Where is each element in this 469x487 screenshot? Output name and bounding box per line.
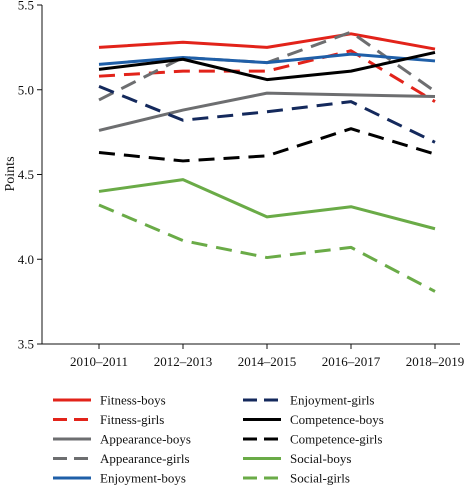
series-line-competence-girls [98,127,436,163]
x-tick-label: 2018–2019 [406,354,465,369]
x-tick-label: 2012–2013 [154,354,213,369]
x-axis-ticks: 2010–2011 2012–2013 2014–2015 2016–2017 2018… [70,344,464,369]
y-tick-label: 4.0 [18,252,34,267]
legend-label: Appearance-boys [100,432,191,447]
x-tick-label: 2014–2015 [238,354,297,369]
series-line-fitness-boys [98,32,436,51]
series-line-competence-boys [98,50,436,82]
legend-label: Enjoyment-girls [290,393,375,408]
series-line-appearance-boys [98,91,436,132]
x-tick-label: 2016–2017 [322,354,381,369]
y-tick-label: 4.5 [18,167,34,182]
series-line-social-boys [98,178,436,231]
legend-label: Appearance-girls [100,451,190,466]
legend-label: Fitness-boys [100,393,166,408]
series-line-enjoyment-girls [98,84,436,144]
series-line-social-girls [98,203,436,293]
chart-axes [41,5,460,345]
series-line-appearance-girls [98,30,436,102]
y-tick-label: 5.0 [18,82,34,97]
series-lines [98,30,436,293]
y-tick-label: 5.5 [18,0,34,13]
chart-legend: Fitness-boys Fitness-girls Appearance-boys… [53,393,384,486]
legend-label: Social-girls [290,471,350,486]
x-tick-label: 2010–2011 [70,354,128,369]
legend-label: Enjoyment-boys [100,471,186,486]
legend-label: Social-boys [290,451,351,466]
series-line-enjoyment-boys [98,52,436,66]
legend-label: Competence-girls [290,432,382,447]
legend-label: Fitness-girls [100,412,164,427]
y-tick-label: 3.5 [18,337,34,352]
y-axis-ticks: 3.5 4.0 4.5 5.0 5.5 [18,0,42,352]
legend-label: Competence-boys [290,412,384,427]
y-axis-title: Points [3,156,18,191]
